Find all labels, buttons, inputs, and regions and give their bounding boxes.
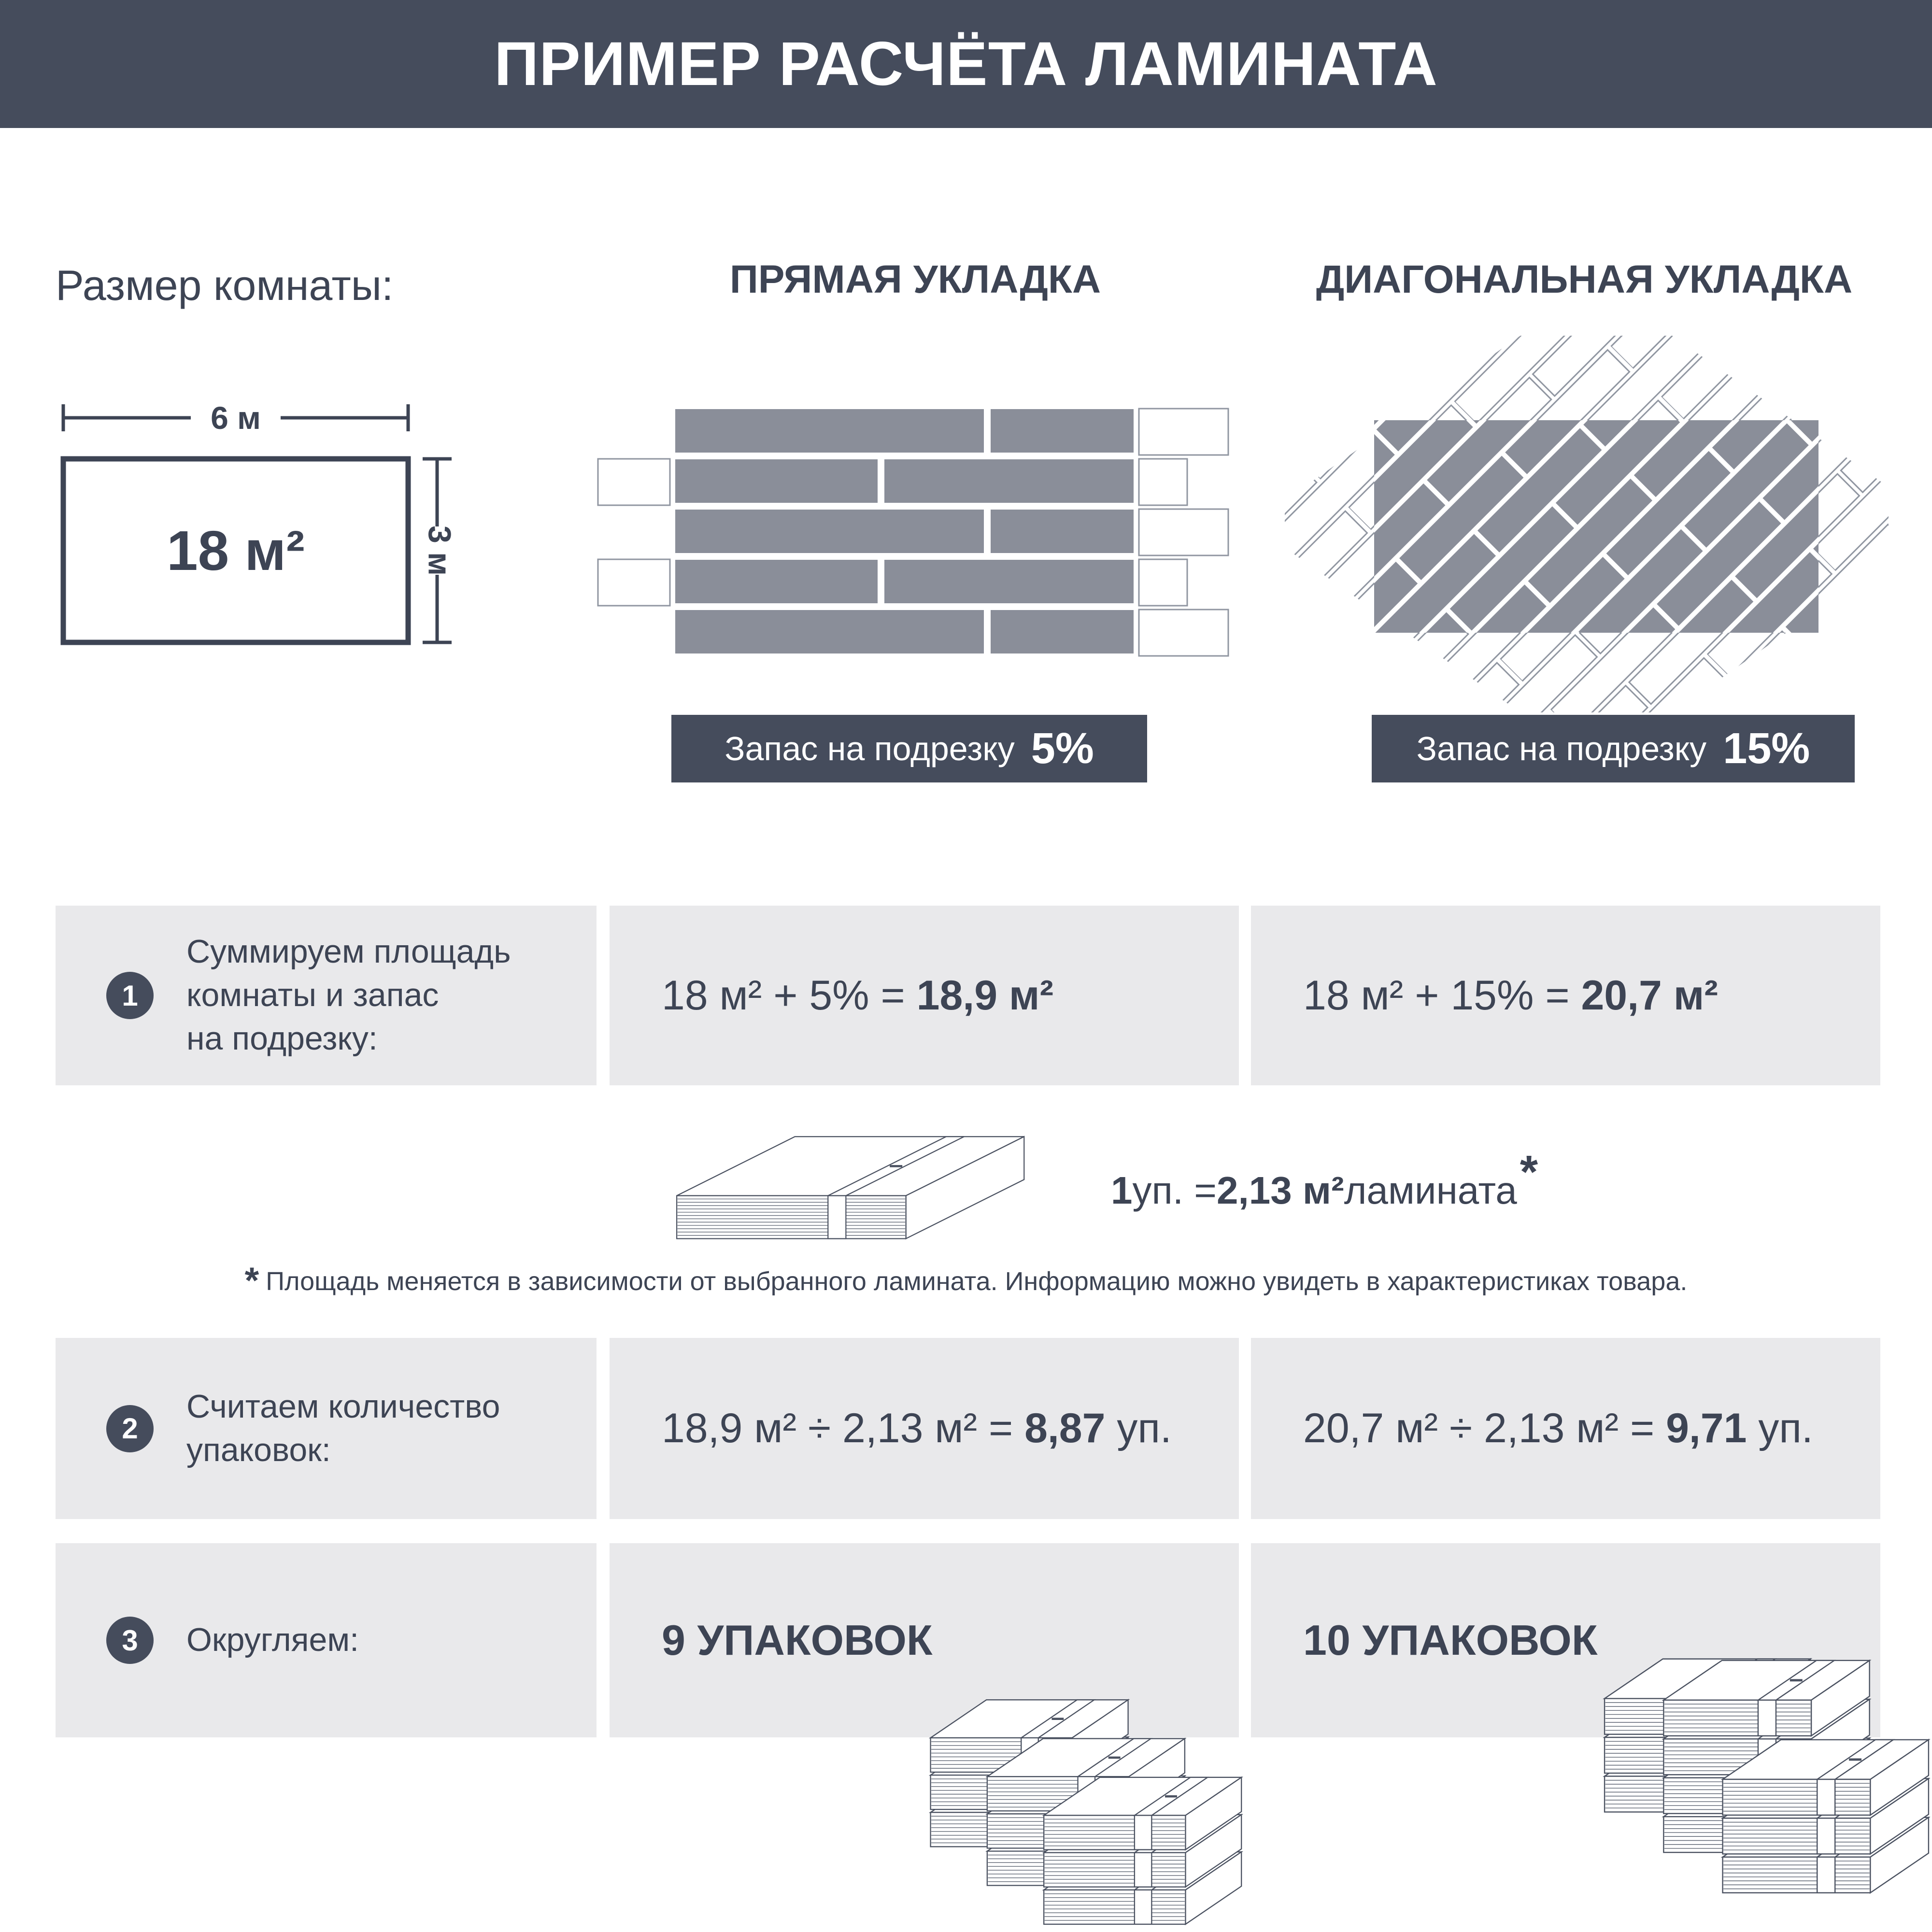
footnote: * Площадь меняется в зависимости от выбра… [0, 1260, 1932, 1302]
footnote-asterisk: * [244, 1260, 259, 1301]
straight-layout-diagram [597, 406, 1229, 657]
diagonal-layout-diagram [1285, 336, 1889, 712]
step-1-number-badge: 1 [106, 972, 154, 1019]
formula-result: 20,7 м² [1581, 972, 1718, 1019]
laminate-stack-icon-straight [928, 1699, 1243, 1926]
width-dimension-line [61, 404, 410, 431]
room-planks [672, 406, 1136, 656]
formula-result: 8,87 [1024, 1405, 1106, 1451]
step-3-straight-result: 9 УПАКОВОК [662, 1616, 933, 1664]
step-3-straight-cell: 9 УПАКОВОК [610, 1543, 1239, 1737]
footnote-asterisk-mark: * [1520, 1146, 1538, 1198]
package-area-info: 1 уп. = 2,13 м² ламината * [1111, 1135, 1538, 1246]
room-planks [1374, 420, 1818, 633]
step-3-number-badge: 3 [106, 1617, 154, 1664]
package-qty: 1 [1111, 1169, 1133, 1212]
diagonal-layout-heading: ДИАГОНАЛЬНАЯ УКЛАДКА [1316, 257, 1853, 301]
step-1-diagonal-cell: 18 м² + 15% = 20,7 м² [1251, 906, 1880, 1085]
room-plan-diagram: 6 м 18 м² 3 м [60, 400, 458, 645]
step-3-label-cell: 3 Округляем: [56, 1543, 597, 1737]
step-1-diagonal-formula: 18 м² + 15% = 20,7 м² [1303, 972, 1718, 1020]
badge-value: 15% [1723, 724, 1810, 773]
step-2-label-cell: 2 Считаем количество упаковок: [56, 1338, 597, 1519]
formula-unit: уп. [1105, 1405, 1172, 1451]
formula-expression: 20,7 м² ÷ 2,13 м² = [1303, 1405, 1666, 1451]
step-2-straight-formula: 18,9 м² ÷ 2,13 м² = 8,87 уп. [662, 1405, 1172, 1452]
step-number: 3 [122, 1624, 138, 1657]
straight-trim-allowance-badge: Запас на подрезку 5% [671, 715, 1147, 782]
step-2-diagonal-cell: 20,7 м² ÷ 2,13 м² = 9,71 уп. [1251, 1338, 1880, 1519]
step-number: 2 [122, 1412, 138, 1445]
badge-text: Запас на подрезку [1416, 730, 1707, 767]
diagonal-trim-allowance-badge: Запас на подрезку 15% [1372, 715, 1855, 782]
formula-result: 18,9 м² [916, 972, 1054, 1019]
step-2-straight-cell: 18,9 м² ÷ 2,13 м² = 8,87 уп. [610, 1338, 1239, 1519]
step-row-1: 1 Суммируем площадь комнаты и запас на п… [0, 906, 1932, 1085]
overhang-planks [597, 408, 1229, 657]
formula-result: 9,71 [1666, 1405, 1747, 1451]
page-title: ПРИМЕР РАСЧЁТА ЛАМИНАТА [494, 29, 1438, 99]
room-rectangle [60, 456, 411, 645]
room-area-label: 18 м² [167, 519, 305, 582]
step-number: 1 [122, 979, 138, 1012]
header-bar: ПРИМЕР РАСЧЁТА ЛАМИНАТА [0, 0, 1932, 128]
height-dimension-line [423, 457, 452, 644]
room-height-label: 3 м [422, 526, 458, 576]
step-2-number-badge: 2 [106, 1405, 154, 1452]
room-size-label: Размер комнаты: [56, 261, 394, 309]
package-eq: уп. = [1132, 1169, 1217, 1212]
room-width-label: 6 м [211, 400, 261, 436]
step-3-label: Округляем: [186, 1621, 359, 1659]
package-suffix: ламината [1344, 1169, 1517, 1212]
step-3-diagonal-result: 10 УПАКОВОК [1303, 1616, 1598, 1664]
formula-expression: 18 м² + 15% = [1303, 972, 1581, 1019]
laminate-pack-icon [676, 1136, 1025, 1240]
step-1-label: Суммируем площадь комнаты и запас на под… [186, 933, 511, 1057]
straight-layout-heading: ПРЯМАЯ УКЛАДКА [729, 257, 1101, 301]
step-1-straight-cell: 18 м² + 5% = 18,9 м² [610, 906, 1239, 1085]
formula-unit: уп. [1747, 1405, 1813, 1451]
badge-text: Запас на подрезку [724, 730, 1015, 767]
step-2-diagonal-formula: 20,7 м² ÷ 2,13 м² = 9,71 уп. [1303, 1405, 1813, 1452]
laminate-stack-icon-diagonal [1603, 1658, 1931, 1894]
step-1-straight-formula: 18 м² + 5% = 18,9 м² [662, 972, 1053, 1020]
formula-expression: 18,9 м² ÷ 2,13 м² = [662, 1405, 1025, 1451]
step-2-label: Считаем количество упаковок: [186, 1388, 500, 1468]
package-area-value: 2,13 м² [1217, 1169, 1344, 1212]
step-row-2: 2 Считаем количество упаковок: 18,9 м² ÷… [0, 1338, 1932, 1519]
footnote-text: Площадь меняется в зависимости от выбран… [266, 1267, 1688, 1296]
badge-value: 5% [1031, 724, 1094, 773]
step-1-label-cell: 1 Суммируем площадь комнаты и запас на п… [56, 906, 597, 1085]
formula-expression: 18 м² + 5% = [662, 972, 917, 1019]
